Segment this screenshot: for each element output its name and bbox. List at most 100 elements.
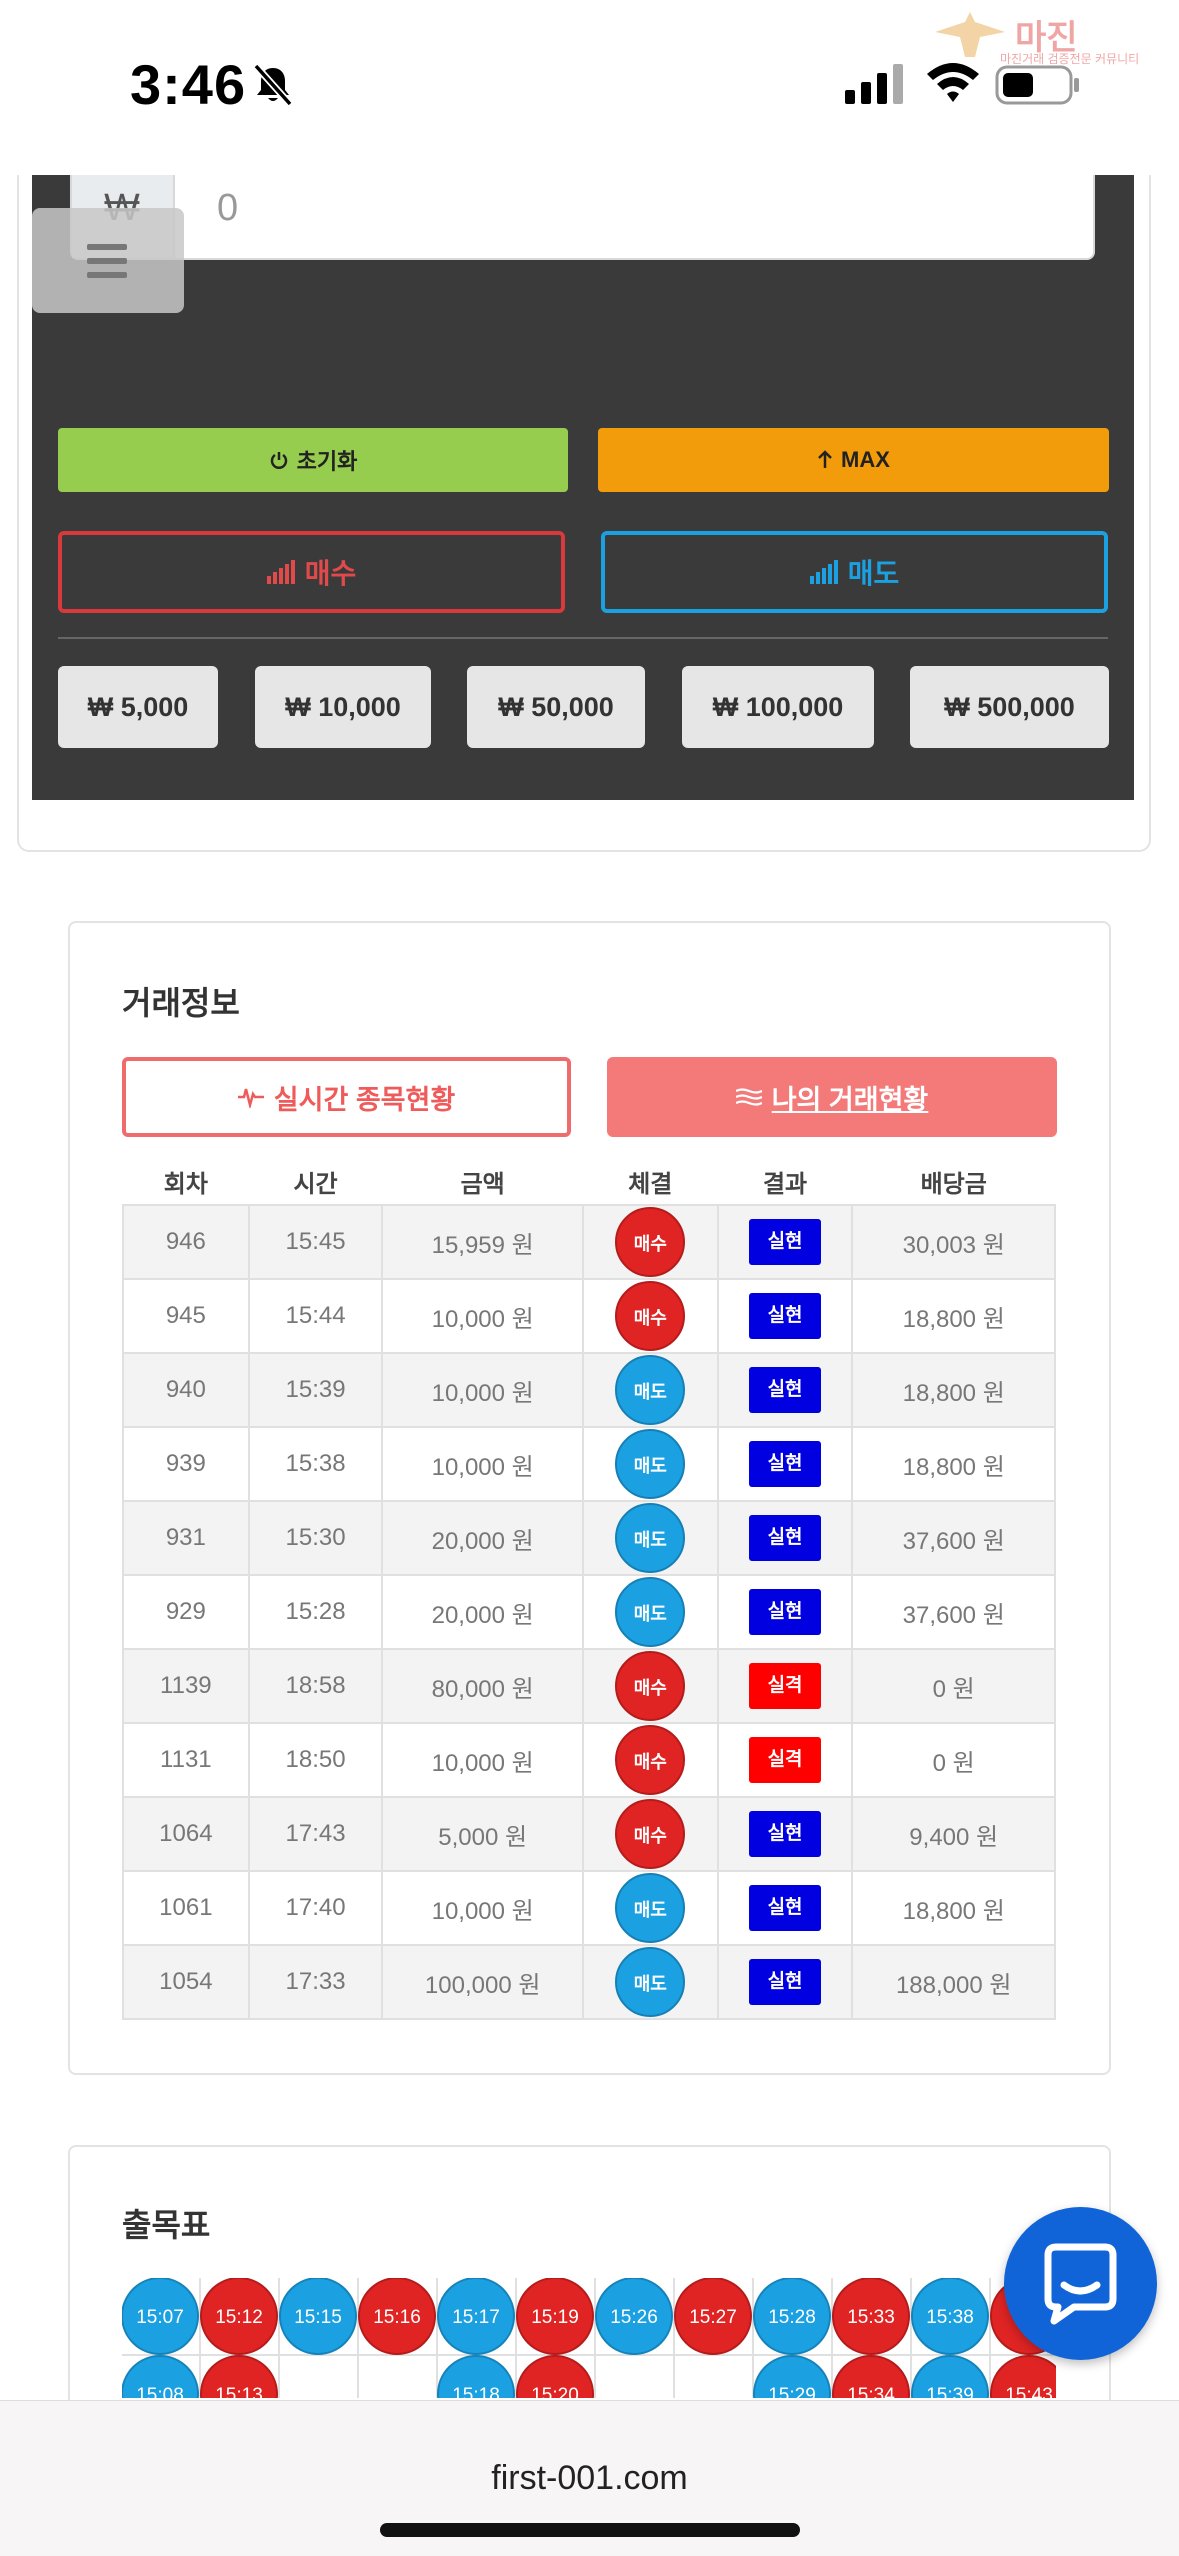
- chip-5000-button[interactable]: ₩ 5,000: [58, 666, 218, 748]
- table-header-row: 회차 시간 금액 체결 결과 배당금: [123, 1158, 1055, 1205]
- chat-bubble-icon: [1044, 2243, 1117, 2325]
- home-indicator[interactable]: [380, 2523, 800, 2537]
- cell-result: 실격: [716, 1648, 854, 1724]
- header-amount: 금액: [460, 1170, 505, 1198]
- cell-time: 15:30: [247, 1500, 384, 1576]
- schedule-ball: 15:13: [200, 2355, 278, 2398]
- cell-payout: 37,600 원: [851, 1574, 1056, 1650]
- table-row: 940 15:39 10,000 원 매도 실현 18,800 원: [122, 1352, 1056, 1428]
- table-row: 1064 17:43 5,000 원 매수 실현 9,400 원: [122, 1796, 1056, 1872]
- trade-info-title: 거래정보: [122, 985, 240, 1021]
- cell-time: 15:45: [247, 1204, 384, 1280]
- cell-time: 15:28: [247, 1574, 384, 1650]
- chat-button[interactable]: [1004, 2207, 1157, 2360]
- wifi-icon: [927, 63, 979, 102]
- arrow-up-icon: [818, 450, 832, 468]
- result-badge: 실현: [749, 1885, 822, 1931]
- cell-amount: 10,000 원: [381, 1278, 584, 1354]
- table-row: 1131 18:50 10,000 원 매수 실격 0 원: [122, 1722, 1056, 1798]
- tab-realtime-label: 실시간 종목현황: [273, 1084, 456, 1115]
- schedule-cell: 15:18: [437, 2355, 517, 2398]
- chip-100000-button[interactable]: ₩ 100,000: [682, 666, 874, 748]
- schedule-cell: 15:43: [990, 2355, 1056, 2398]
- schedule-ball: 15:08: [122, 2355, 199, 2398]
- chip-50000-button[interactable]: ₩ 50,000: [467, 666, 645, 748]
- cell-payout: 0 원: [851, 1722, 1056, 1798]
- buy-button[interactable]: 매수: [58, 531, 565, 613]
- cell-payout: 18,800 원: [851, 1278, 1056, 1354]
- sell-button[interactable]: 매도: [601, 531, 1108, 613]
- cell-payout: 18,800 원: [851, 1426, 1056, 1502]
- schedule-grid: 15:07 15:12 15:15 15:16 15:17 15:19 15:26 15:27…: [122, 2278, 1056, 2398]
- result-badge: 실현: [749, 1959, 822, 2005]
- reset-label: 초기화: [296, 449, 358, 474]
- max-button[interactable]: MAX: [598, 428, 1109, 492]
- table-row: 1139 18:58 80,000 원 매수 실격 0 원: [122, 1648, 1056, 1724]
- result-badge: 실현: [749, 1811, 822, 1857]
- browser-url-bar[interactable]: first-001.com: [0, 2400, 1179, 2556]
- cell-result: 실현: [716, 1500, 854, 1576]
- result-badge: 실현: [749, 1515, 822, 1561]
- result-badge: 실현: [749, 1219, 822, 1265]
- side-badge: 매수: [615, 1207, 686, 1277]
- result-badge: 실현: [749, 1441, 822, 1487]
- table-row: 945 15:44 10,000 원 매수 실현 18,800 원: [122, 1278, 1056, 1354]
- schedule-ball: 15:16: [358, 2278, 436, 2355]
- cell-time: 15:44: [247, 1278, 384, 1354]
- table-row: 1054 17:33 100,000 원 매도 실현 188,000 원: [122, 1944, 1056, 2020]
- battery-icon: [995, 65, 1079, 105]
- cell-round: 929: [122, 1574, 250, 1650]
- side-badge: 매수: [615, 1651, 686, 1721]
- cell-round: 1064: [122, 1796, 250, 1872]
- schedule-cell: [280, 2356, 359, 2398]
- cell-side: 매도: [581, 1574, 719, 1650]
- schedule-ball: 15:34: [832, 2355, 910, 2398]
- schedule-ball: 15:20: [516, 2355, 594, 2398]
- schedule-ball: 15:19: [516, 2278, 594, 2355]
- cell-side: 매도: [581, 1500, 719, 1576]
- bell-slash-icon: [253, 63, 293, 107]
- chip-10000-button[interactable]: ₩ 10,000: [255, 666, 431, 748]
- cell-round: 1054: [122, 1944, 250, 2020]
- cell-payout: 18,800 원: [851, 1352, 1056, 1428]
- table-row: 929 15:28 20,000 원 매도 실현 37,600 원: [122, 1574, 1056, 1650]
- cell-result: 실현: [716, 1944, 854, 2020]
- cell-result: 실현: [716, 1426, 854, 1502]
- cell-side: 매수: [581, 1278, 719, 1354]
- side-badge: 매수: [615, 1799, 686, 1869]
- cell-amount: 20,000 원: [381, 1574, 584, 1650]
- table-row: 946 15:45 15,959 원 매수 실현 30,003 원: [122, 1204, 1056, 1280]
- watermark-subtitle: 마진거래 검증전문 커뮤니티: [1000, 52, 1140, 66]
- cell-amount: 5,000 원: [381, 1796, 584, 1872]
- pulse-icon: [237, 1088, 264, 1108]
- side-badge: 매도: [615, 1947, 686, 2017]
- chip-500000-button[interactable]: ₩ 500,000: [910, 666, 1109, 748]
- cell-amount: 20,000 원: [381, 1500, 584, 1576]
- cell-side: 매수: [581, 1204, 719, 1280]
- cell-round: 946: [122, 1204, 250, 1280]
- cell-time: 15:38: [247, 1426, 384, 1502]
- schedule-cell: [596, 2356, 675, 2398]
- divider: [58, 637, 1108, 639]
- schedule-title: 출목표: [122, 2207, 211, 2243]
- side-badge: 매도: [615, 1355, 686, 1425]
- amount-input[interactable]: ₩ 0: [70, 175, 1095, 260]
- status-bar: 3:46 마진 마진거래 검증전문 커뮤니티: [0, 0, 1179, 175]
- reset-button[interactable]: 초기화: [58, 428, 568, 492]
- tab-mine[interactable]: 나의 거래현황: [607, 1057, 1057, 1137]
- sell-label: 매도: [847, 558, 900, 589]
- cell-round: 939: [122, 1426, 250, 1502]
- tab-realtime[interactable]: 실시간 종목현황: [122, 1057, 571, 1137]
- schedule-cell: 15:34: [832, 2355, 912, 2398]
- schedule-cell: 15:17: [437, 2278, 517, 2356]
- schedule-cell: 15:19: [516, 2278, 596, 2356]
- schedule-cell: 15:16: [358, 2278, 438, 2356]
- menu-button[interactable]: [32, 208, 184, 313]
- cell-amount: 15,959 원: [381, 1204, 584, 1280]
- side-badge: 매수: [615, 1725, 686, 1795]
- side-badge: 매도: [615, 1429, 686, 1499]
- table-row: 1061 17:40 10,000 원 매도 실현 18,800 원: [122, 1870, 1056, 1946]
- schedule-cell: 15:27: [674, 2278, 754, 2356]
- result-badge: 실현: [749, 1293, 822, 1339]
- cell-amount: 10,000 원: [381, 1352, 584, 1428]
